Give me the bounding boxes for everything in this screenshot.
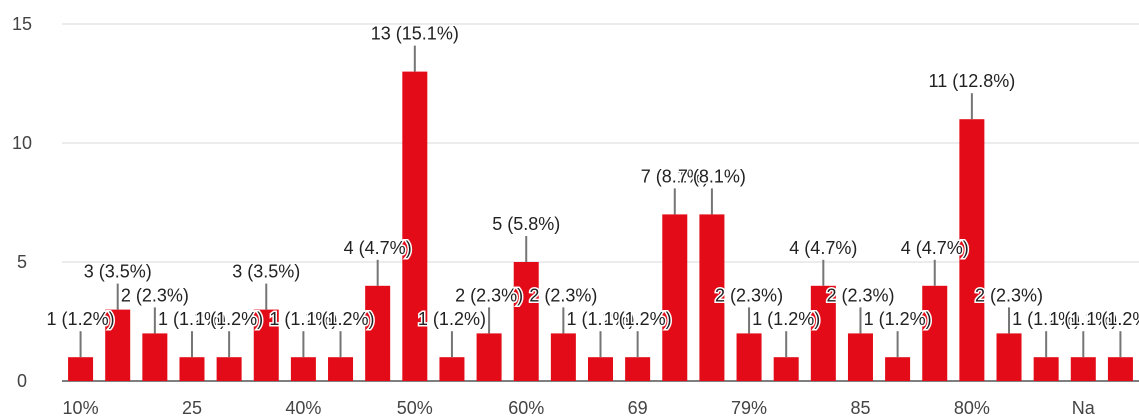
x-tick-label: 69 bbox=[628, 398, 648, 418]
bar bbox=[1033, 357, 1059, 381]
y-tick-label: 15 bbox=[12, 14, 32, 34]
data-label: 7 (8.1%) bbox=[678, 166, 746, 186]
x-tick-label: Na bbox=[1072, 398, 1096, 418]
data-label: 1 (1.2%) bbox=[1049, 309, 1117, 329]
bar bbox=[476, 333, 502, 381]
bar bbox=[625, 357, 651, 381]
x-tick-label: 79% bbox=[731, 398, 767, 418]
x-tick-label: 80% bbox=[954, 398, 990, 418]
y-axis-ticks: 0 5 10 15 bbox=[12, 14, 32, 391]
bar bbox=[996, 333, 1022, 381]
bar bbox=[68, 357, 94, 381]
data-label: 1 (1.2%) bbox=[47, 309, 115, 329]
bar bbox=[105, 309, 131, 381]
data-label: 2 (2.3%) bbox=[529, 285, 597, 305]
data-label: 1 (1.2%) bbox=[307, 309, 375, 329]
y-tick-label: 10 bbox=[12, 133, 32, 153]
bar bbox=[588, 357, 613, 381]
bar bbox=[1107, 357, 1133, 381]
y-tick-label: 0 bbox=[17, 371, 27, 391]
data-label: 4 (4.7%) bbox=[789, 238, 857, 258]
x-tick-label: 85 bbox=[850, 398, 870, 418]
data-label: 1 (1.2%) bbox=[604, 309, 672, 329]
bar bbox=[253, 309, 279, 381]
x-tick-label: 50% bbox=[397, 398, 433, 418]
x-tick-label: 25 bbox=[182, 398, 202, 418]
data-label: 4 (4.7%) bbox=[901, 238, 969, 258]
bar bbox=[179, 357, 205, 381]
x-tick-label: 10% bbox=[63, 398, 99, 418]
data-label: 1 (1.2%) bbox=[864, 309, 932, 329]
data-label: 1 (1.2%) bbox=[752, 309, 820, 329]
data-label: 1 (1.2%) bbox=[269, 309, 337, 329]
x-tick-label: 40% bbox=[285, 398, 321, 418]
data-label: 2 (2.3%) bbox=[975, 285, 1043, 305]
bar bbox=[847, 333, 873, 381]
data-label: 11 (12.8%) bbox=[929, 71, 1016, 91]
data-label: 13 (15.1%) bbox=[371, 24, 459, 44]
data-label: 3 (3.5%) bbox=[232, 262, 300, 282]
bar bbox=[699, 214, 725, 381]
bar bbox=[402, 71, 428, 381]
data-label: 1 (1.2%) bbox=[418, 309, 486, 329]
data-label: 2 (2.3%) bbox=[715, 285, 783, 305]
bar bbox=[922, 285, 948, 381]
bar bbox=[328, 357, 354, 381]
bar bbox=[773, 357, 799, 381]
x-axis-ticks: 10% 25 40% 50% 60% 69 79% 85 80% Na bbox=[63, 398, 1096, 418]
data-label: 7 (8.1%) bbox=[641, 166, 709, 186]
bar bbox=[662, 214, 688, 381]
bar bbox=[439, 357, 465, 381]
bar bbox=[513, 262, 539, 381]
data-label: 1 (1.2%) bbox=[1012, 309, 1080, 329]
bar bbox=[959, 119, 985, 381]
data-label: 1 (1.2%) bbox=[158, 309, 226, 329]
bar bbox=[885, 357, 911, 381]
bar bbox=[290, 357, 316, 381]
bar bbox=[550, 333, 576, 381]
data-label: 2 (2.3%) bbox=[455, 285, 523, 305]
data-label: 2 (2.3%) bbox=[121, 285, 189, 305]
data-label: 1 (1.2%) bbox=[1086, 309, 1139, 329]
x-tick-label: 60% bbox=[508, 398, 544, 418]
data-label: 1 (1.2%) bbox=[566, 309, 634, 329]
data-label: 4 (4.7%) bbox=[344, 238, 412, 258]
label-leaders bbox=[79, 45, 1122, 358]
bar bbox=[216, 357, 242, 381]
bar bbox=[142, 333, 168, 381]
y-tick-label: 5 bbox=[17, 252, 27, 272]
data-label: 3 (3.5%) bbox=[84, 262, 152, 282]
bar bbox=[365, 285, 391, 381]
data-labels: 1 (1.2%)3 (3.5%)2 (2.3%)1 (1.2%)1 (1.2%)… bbox=[45, 22, 1139, 331]
bars bbox=[68, 71, 1133, 381]
data-label: 2 (2.3%) bbox=[826, 285, 894, 305]
bar bbox=[736, 333, 762, 381]
data-label: 1 (1.2%) bbox=[195, 309, 263, 329]
bar bbox=[1070, 357, 1096, 381]
data-label: 5 (5.8%) bbox=[492, 214, 560, 234]
bar bbox=[810, 285, 836, 381]
